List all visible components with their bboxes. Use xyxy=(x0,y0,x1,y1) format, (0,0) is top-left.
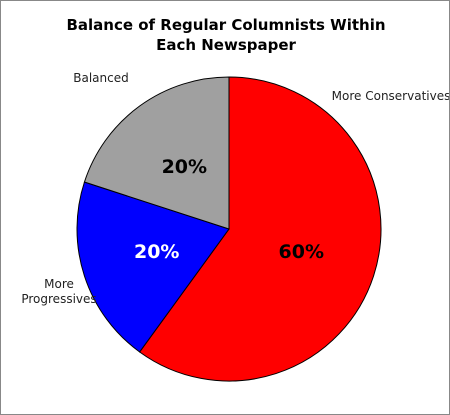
chart-title: Balance of Regular Columnists Within Eac… xyxy=(66,16,386,54)
value-label: 20% xyxy=(134,241,179,263)
pie-slice xyxy=(138,76,382,382)
category-label: More Conservatives xyxy=(331,89,450,103)
category-label: Balanced xyxy=(73,71,129,85)
pie-slice xyxy=(76,181,230,353)
value-label: 60% xyxy=(279,241,324,263)
value-label: 20% xyxy=(162,156,207,178)
category-label: More Progressives xyxy=(21,277,97,306)
pie-slice xyxy=(83,76,230,230)
